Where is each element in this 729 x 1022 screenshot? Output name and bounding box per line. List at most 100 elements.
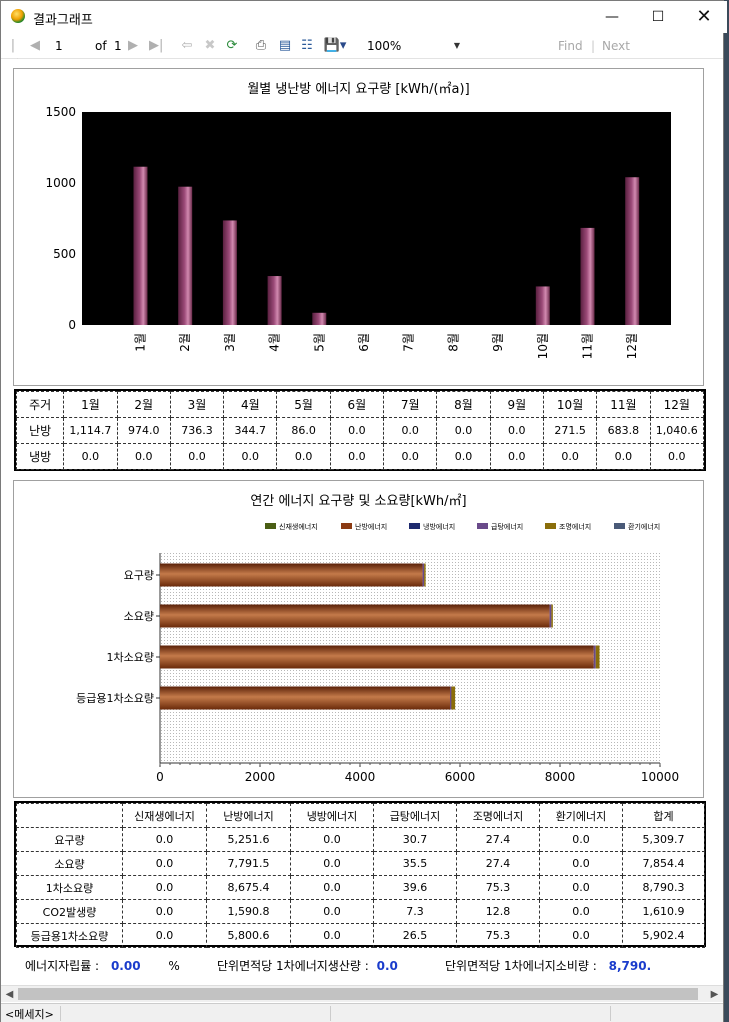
bar-5월: [312, 312, 327, 325]
page-setup-icon[interactable]: ☷: [301, 38, 313, 53]
column-header: 냉방에너지: [290, 803, 374, 828]
refresh-icon[interactable]: ⟳: [226, 38, 238, 53]
x-tick-label: 4000: [345, 770, 376, 784]
bar-segment: [551, 604, 553, 628]
x-tick-label: 8000: [545, 770, 576, 784]
legend-swatch: [341, 523, 352, 529]
legend-swatch: [265, 523, 276, 529]
table-cell: 1,610.9: [622, 899, 705, 924]
table-cell: 0.0: [122, 875, 207, 900]
y-tick-label: 0: [68, 318, 76, 332]
print-layout-icon[interactable]: ▤: [278, 38, 292, 53]
of-label: of: [95, 39, 107, 53]
annual-chart-frame: 연간 에너지 요구량 및 소요량[kWh/㎡] 신재생에너지 난방에너지 냉방에너지…: [13, 480, 704, 798]
table-cell: 1,114.7: [63, 417, 118, 444]
table-cell: 0.0: [489, 417, 544, 444]
table-cell: 26.5: [373, 923, 457, 948]
table-cell: 0.0: [596, 443, 651, 470]
first-page-icon[interactable]: |◀: [8, 38, 18, 71]
table-cell: 344.7: [223, 417, 278, 444]
x-tick-label: 10000: [641, 770, 679, 784]
table-cell: 1,590.8: [206, 899, 291, 924]
status-bar: <메세지>: [1, 1003, 723, 1022]
column-header: 조명에너지: [456, 803, 540, 828]
table-cell: 736.3: [169, 417, 225, 444]
legend-label: 냉방에너지: [423, 522, 455, 531]
close-button[interactable]: ✕: [681, 1, 727, 33]
x-tick-label: 10월: [536, 333, 550, 359]
column-header: 급탕에너지: [373, 803, 457, 828]
maximize-button[interactable]: ☐: [635, 1, 681, 33]
table-cell: 683.8: [596, 417, 651, 444]
column-header: 환기에너지: [539, 803, 623, 828]
next-page-icon[interactable]: ▶: [128, 38, 138, 53]
back-icon[interactable]: ⇦: [181, 38, 193, 53]
x-tick-label: 6월: [357, 333, 371, 352]
table-header-row: 주거 1월 2월 3월 4월 5월 6월 7월 8월 9월 10월 11월 12월: [15, 391, 705, 418]
y-tick-label: 소요량: [124, 610, 154, 623]
bar-10월: [535, 286, 550, 325]
stop-icon[interactable]: ✖: [204, 38, 216, 53]
y-tick-label: 500: [53, 247, 76, 261]
bar-12월: [625, 177, 640, 325]
bar-segment: [593, 645, 596, 669]
bar-segment: [160, 604, 550, 628]
zoom-select[interactable]: 100% ▼: [363, 36, 465, 56]
scrollbar-thumb[interactable]: [18, 988, 698, 1000]
production-value: 0.0: [376, 959, 398, 973]
legend-label: 난방에너지: [355, 522, 387, 531]
monthly-table: 주거 1월 2월 3월 4월 5월 6월 7월 8월 9월 10월 11월 12월 난방 1,114.7 97…: [15, 391, 705, 470]
x-tick-label: 1월: [134, 333, 148, 352]
table-cell: 0.0: [290, 875, 374, 900]
bar-segment: [549, 604, 552, 628]
find-button[interactable]: Find: [558, 39, 583, 53]
last-page-icon[interactable]: ▶|: [149, 38, 164, 53]
production-row: 단위면적당 1차에너지생산량 : 0.0: [217, 957, 398, 974]
table-cell: 5,251.6: [206, 827, 291, 852]
bar-segment: [451, 686, 456, 710]
row-label: CO2발생량: [16, 899, 123, 924]
scroll-left-icon[interactable]: ◀: [5, 989, 14, 1000]
table-cell: 0.0: [436, 443, 491, 470]
self-sufficiency-label: 에너지자립률 :: [25, 959, 100, 973]
bar-3월: [222, 220, 237, 325]
column-header: 9월: [489, 391, 544, 418]
bar-segment: [422, 563, 425, 587]
prev-page-icon[interactable]: ◀: [30, 38, 40, 53]
legend-swatch: [545, 523, 556, 529]
table-cell: 0.0: [122, 923, 207, 948]
export-icon[interactable]: 💾▾: [323, 38, 347, 53]
table-cell: 7,854.4: [622, 851, 705, 876]
table-cell: 0.0: [122, 851, 207, 876]
table-cell: 0.0: [539, 827, 623, 852]
print-icon[interactable]: ⎙: [255, 38, 267, 53]
table-cell: 7,791.5: [206, 851, 291, 876]
report-page: 월별 냉난방 에너지 요구량 [kWh/(㎡a)] 0 500 1000 1500 1월…: [1, 59, 711, 985]
next-button[interactable]: Next: [602, 39, 630, 53]
row-label: 난방: [15, 417, 65, 444]
horizontal-scrollbar[interactable]: ◀ ▶: [1, 985, 723, 1002]
row-label: 요구량: [16, 827, 123, 852]
page-number-input[interactable]: 1: [51, 36, 89, 56]
scroll-right-icon[interactable]: ▶: [710, 989, 719, 1000]
monthly-table-border: [14, 389, 706, 471]
table-cell: 0.0: [122, 899, 207, 924]
x-tick-label: 2월: [178, 333, 192, 352]
table-cell: 7.3: [373, 899, 457, 924]
table-cell: 0.0: [116, 443, 171, 470]
monthly-bar-chart: 0 500 1000 1500 1월 2월 3월 4월 5월 6월 7월 8월 9월 10월 11월 12월: [45, 105, 671, 359]
bar-2월: [178, 186, 193, 325]
monthly-chart-frame: 월별 냉난방 에너지 요구량 [kWh/(㎡a)] 0 500 1000 1500 1월…: [13, 68, 704, 386]
table-cell: 0.0: [649, 443, 705, 470]
page-total: 1: [114, 39, 122, 53]
minimize-button[interactable]: —: [589, 1, 635, 33]
table-cell: 0.0: [489, 443, 544, 470]
consumption-label: 단위면적당 1차에너지소비량 :: [445, 959, 597, 973]
x-tick-label: 9월: [491, 333, 505, 352]
x-tick-label: 11월: [581, 333, 595, 359]
column-header: 신재생에너지: [122, 803, 207, 828]
find-input[interactable]: [475, 36, 551, 56]
table-row: CO2발생량 0.0 1,590.8 0.0 7.3 12.8 0.0 1,610.9: [16, 899, 705, 924]
table-cell: 30.7: [373, 827, 457, 852]
